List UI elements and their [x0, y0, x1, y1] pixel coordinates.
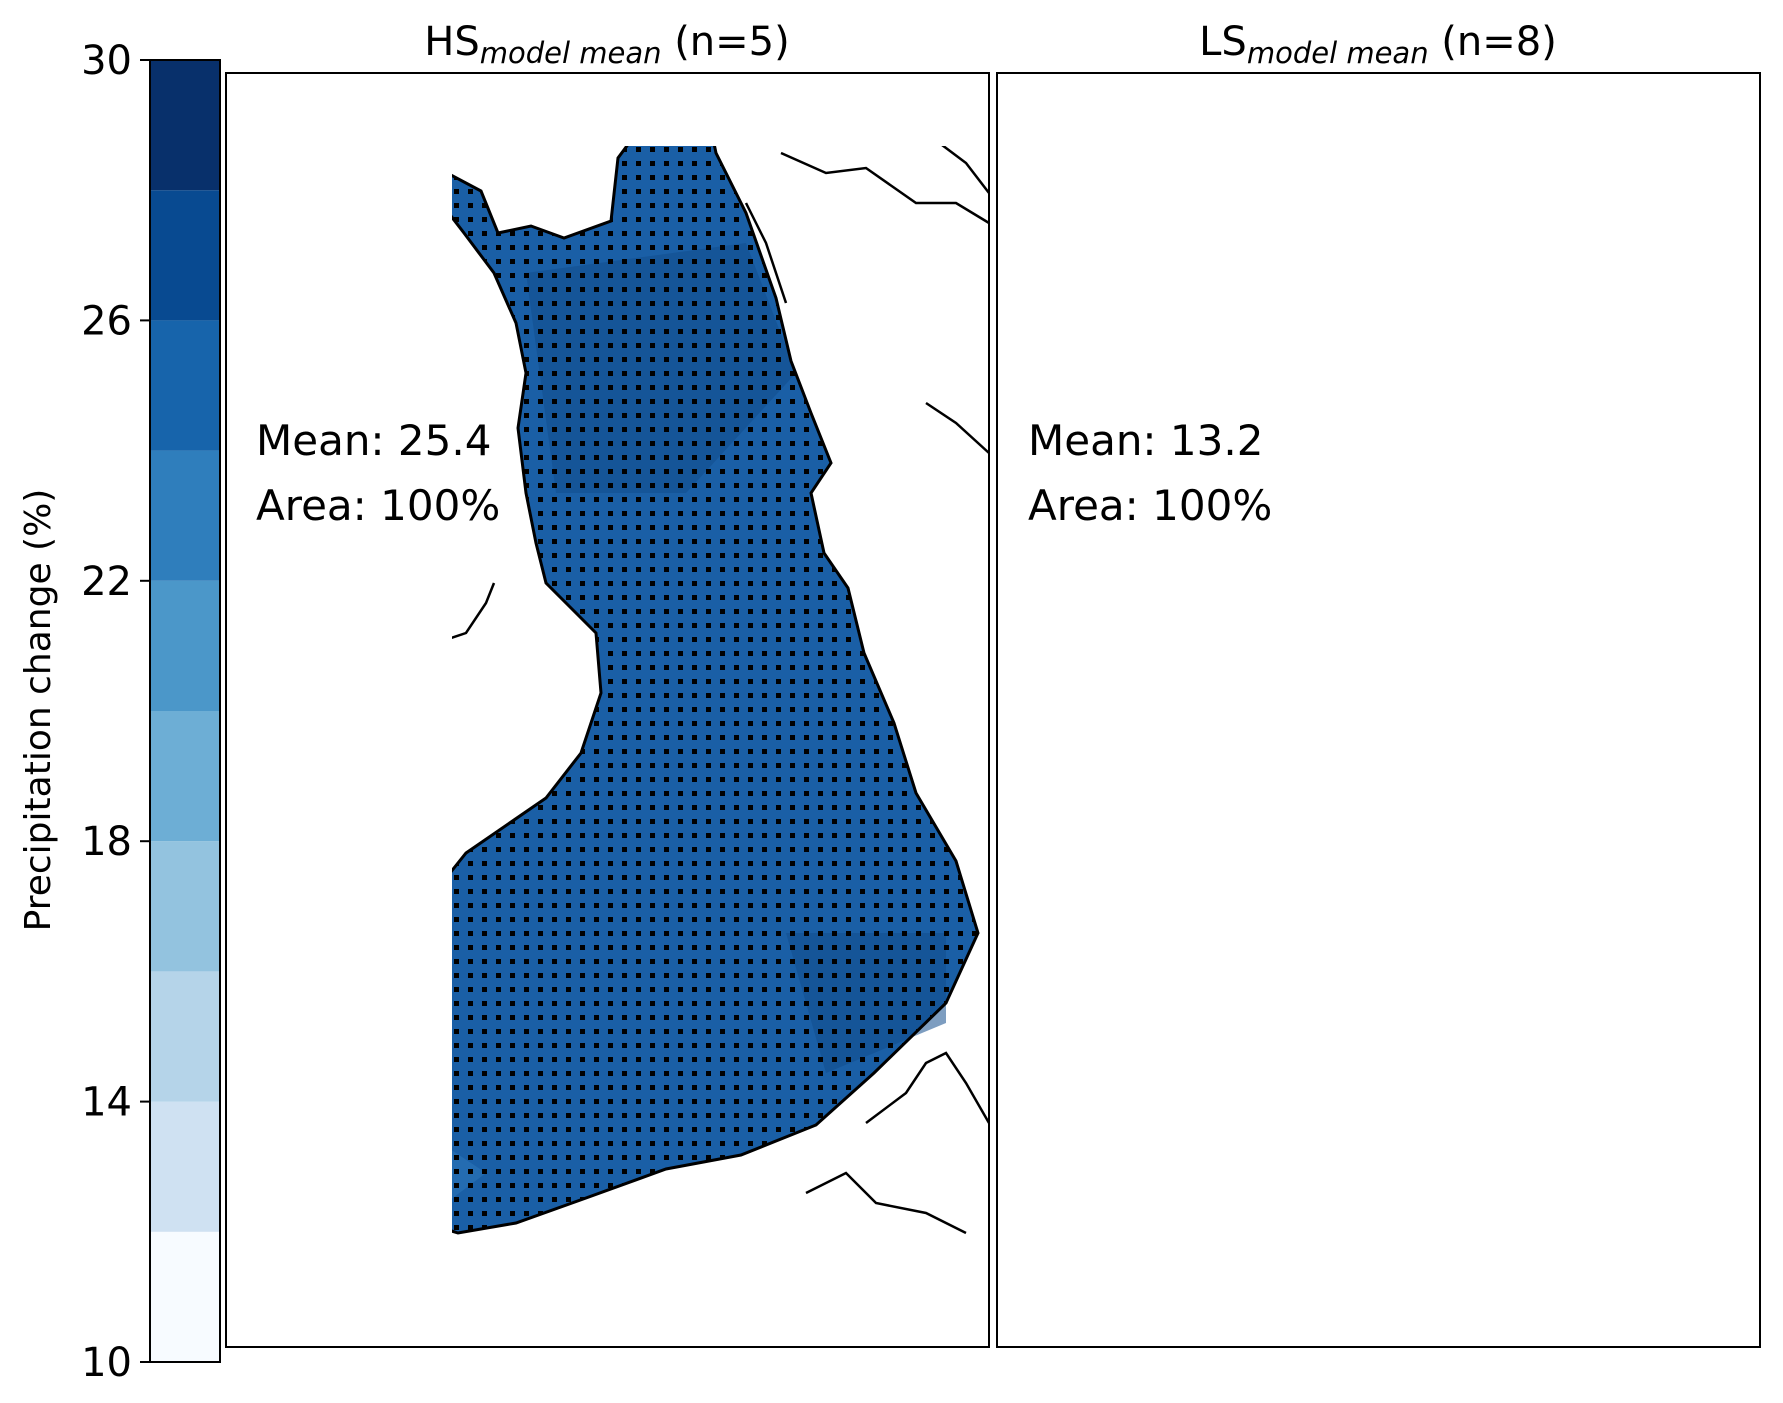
- panel-ls: LSmodel mean (n=8) Mean: 13.2 Area: 100%: [996, 19, 1761, 1348]
- panel-ls-frame: [996, 72, 1761, 1348]
- colorbar-tick-label: 22: [81, 559, 132, 605]
- colorbar-tick-label: 26: [81, 298, 132, 344]
- panel-hs-map: [452, 146, 991, 1243]
- colorbar-tick-label: 18: [81, 819, 132, 865]
- colorbar-bin: [150, 1231, 220, 1362]
- colorbar-bin: [150, 841, 220, 972]
- colorbar-bin: [150, 450, 220, 581]
- colorbar-bin: [150, 580, 220, 711]
- colorbar: 10 14 18 22 26 30 Precipitation change (%): [18, 38, 221, 1386]
- panel-ls-title: LSmodel mean (n=8): [1199, 19, 1557, 70]
- colorbar-bin: [150, 320, 220, 451]
- colorbar-bin: [150, 190, 220, 321]
- colorbar-bin: [150, 1101, 220, 1232]
- panel-ls-area: Area: 100%: [1028, 481, 1272, 530]
- panel-hs-area: Area: 100%: [256, 481, 500, 530]
- panel-hs: HSmodel mean (n=5) Mean: 25.4 Area: 100%: [225, 19, 991, 1348]
- panel-ls-map-background: [997, 73, 1760, 1347]
- panel-hs-frame: [225, 72, 990, 1348]
- panel-ls-title-sub: model mean: [1247, 36, 1429, 70]
- colorbar-tick-label: 14: [81, 1080, 132, 1126]
- panel-hs-title-sub: model mean: [480, 36, 662, 70]
- panel-hs-title: HSmodel mean (n=5): [424, 19, 789, 70]
- colorbar-bin: [150, 971, 220, 1102]
- colorbar-tick-label: 10: [81, 1340, 132, 1386]
- panel-hs-title-main: HS: [424, 19, 479, 65]
- panel-hs-title-suffix: (n=5): [661, 19, 789, 65]
- colorbar-label: Precipitation change (%): [18, 489, 59, 932]
- colorbar-ticks: 10 14 18 22 26 30: [81, 38, 150, 1386]
- panel-ls-title-suffix: (n=8): [1429, 19, 1557, 65]
- colorbar-bin: [150, 60, 220, 191]
- panel-ls-title-main: LS: [1199, 19, 1247, 65]
- colorbar-frame: [149, 59, 221, 1363]
- panel-hs-mean: Mean: 25.4: [256, 416, 491, 465]
- colorbar-bin: [150, 711, 220, 842]
- panel-ls-mean: Mean: 13.2: [1028, 416, 1263, 465]
- colorbar-tick-label: 30: [81, 38, 132, 84]
- colorbar-bins: [150, 60, 220, 1362]
